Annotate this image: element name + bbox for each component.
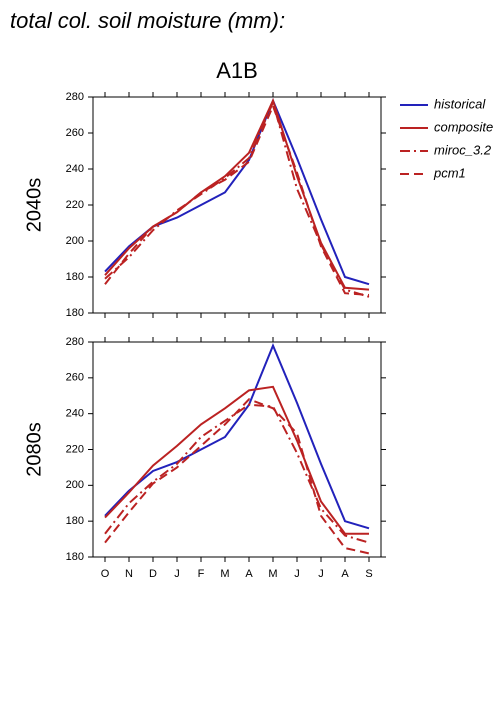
y-tick-label: 220	[66, 443, 84, 455]
x-tick-label: N	[125, 568, 133, 580]
x-tick-label: A	[245, 568, 253, 580]
x-tick-label: M	[268, 568, 277, 580]
y-tick-label: 240	[66, 163, 84, 175]
legend-label: pcm1	[433, 165, 466, 180]
y-axis-label: 2080s	[23, 422, 45, 477]
y-axis-label: 2040s	[23, 178, 45, 233]
x-tick-label: D	[149, 568, 157, 580]
legend-label: composite	[434, 119, 493, 134]
x-tick-label: S	[365, 568, 372, 580]
y-tick-label: 280	[66, 91, 84, 103]
x-tick-label: M	[220, 568, 229, 580]
x-tick-label: J	[294, 568, 300, 580]
x-tick-label: J	[174, 568, 180, 580]
y-tick-label: 280	[66, 336, 84, 348]
x-tick-label: J	[318, 568, 324, 580]
x-tick-label: O	[101, 568, 110, 580]
y-tick-label: 260	[66, 127, 84, 139]
series-line	[104, 97, 370, 291]
x-tick-label: F	[198, 568, 205, 580]
y-tick-label: 200	[66, 235, 84, 247]
y-tick-label: 220	[66, 199, 84, 211]
y-tick-label: 180	[66, 515, 84, 527]
figure-title: total col. soil moisture (mm):	[10, 8, 285, 33]
y-tick-label: 260	[66, 372, 84, 384]
series-line	[104, 385, 369, 535]
series-line	[104, 398, 370, 555]
y-tick-label: 180	[66, 551, 84, 563]
y-tick-label: 200	[66, 479, 84, 491]
y-tick-label: 180	[66, 307, 84, 319]
legend-label: miroc_3.2	[434, 142, 492, 157]
figure-subtitle: A1B	[216, 58, 258, 83]
x-tick-label: A	[341, 568, 349, 580]
series-line	[104, 99, 370, 298]
legend-label: historical	[434, 96, 486, 111]
y-tick-label: 180	[66, 271, 84, 283]
y-tick-label: 240	[66, 408, 84, 420]
series-line	[104, 342, 370, 530]
series-line	[104, 103, 370, 296]
